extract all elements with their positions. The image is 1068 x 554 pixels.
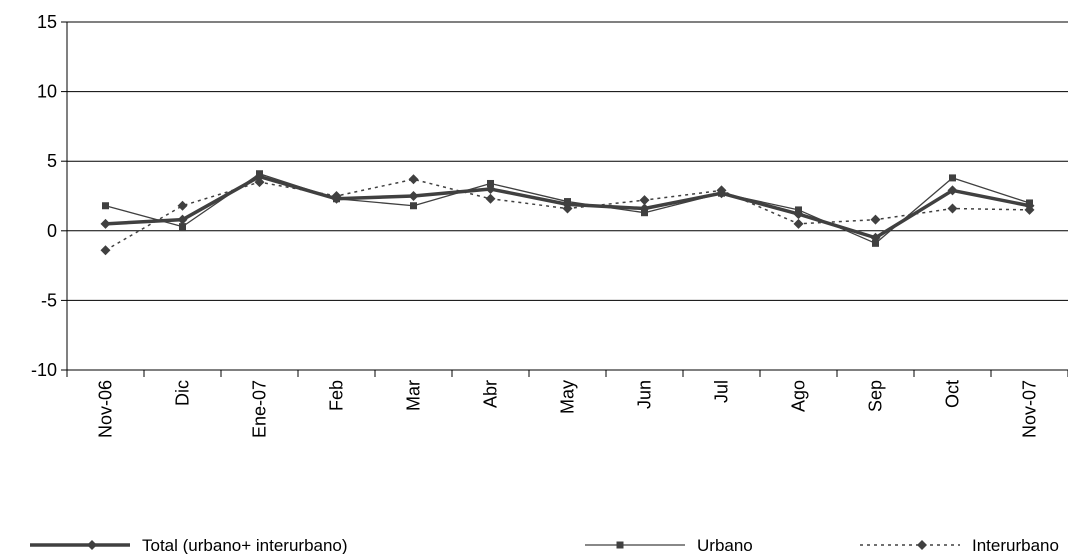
- x-axis-ticks: Nov-06 Dic Ene-07 Feb Mar Abr May Jun Jul Ago Sep O…: [66, 370, 1068, 438]
- x-tick-label: Oct: [943, 380, 963, 408]
- x-tick-label: Abr: [481, 380, 501, 408]
- data-point: [947, 185, 958, 196]
- x-tick-label: Jun: [635, 380, 655, 409]
- y-tick-label: 15: [37, 12, 57, 32]
- legend-item: Total (urbano+ interurbano): [30, 536, 348, 554]
- legend: Total (urbano+ interurbano) Urbano Interur…: [30, 536, 1059, 554]
- data-point: [100, 245, 111, 256]
- data-point: [793, 218, 804, 229]
- x-tick-label: Nov-06: [96, 380, 116, 438]
- data-point: [408, 174, 419, 185]
- data-point: [487, 179, 494, 187]
- y-tick-label: -5: [41, 290, 57, 310]
- data-point: [102, 202, 109, 210]
- data-point: [870, 214, 881, 225]
- gridlines: [67, 21, 1068, 371]
- x-tick-label: Jul: [712, 380, 732, 403]
- legend-item: Interurbano: [860, 536, 1059, 554]
- legend-label: Interurbano: [972, 536, 1059, 554]
- legend-label: Urbano: [697, 536, 753, 554]
- data-point: [562, 199, 573, 210]
- x-tick-label: Sep: [866, 380, 886, 412]
- x-tick-label: Mar: [404, 380, 424, 411]
- data-point: [485, 193, 496, 204]
- y-tick-label: 0: [47, 221, 57, 241]
- data-point: [639, 203, 650, 214]
- data-point: [793, 209, 804, 220]
- x-tick-label: Nov-07: [1020, 380, 1040, 438]
- x-tick-label: May: [558, 380, 578, 414]
- axes: [66, 22, 1068, 371]
- y-tick-label: 10: [37, 82, 57, 102]
- data-point: [100, 218, 111, 229]
- x-tick-label: Ene-07: [250, 380, 270, 438]
- y-tick-label: -10: [31, 360, 57, 380]
- data-point: [1024, 200, 1035, 211]
- data-point: [947, 203, 958, 214]
- data-point: [485, 184, 496, 195]
- data-point: [870, 232, 881, 243]
- x-tick-label: Ago: [789, 380, 809, 412]
- x-tick-label: Feb: [327, 380, 347, 411]
- data-point: [177, 200, 188, 211]
- legend-marker: [616, 541, 624, 549]
- data-point: [179, 223, 186, 231]
- legend-marker: [917, 540, 927, 550]
- legend-label: Total (urbano+ interurbano): [142, 536, 348, 554]
- data-point: [410, 202, 417, 210]
- legend-marker: [87, 540, 97, 550]
- data-point: [716, 188, 727, 199]
- series-lines: [100, 170, 1035, 256]
- data-point: [639, 195, 650, 206]
- data-point: [872, 239, 879, 247]
- data-point: [408, 191, 419, 201]
- y-axis-ticks: -10 -5 0 5 10 15: [31, 12, 67, 380]
- data-point: [177, 214, 188, 225]
- legend-item: Urbano: [585, 536, 753, 554]
- series-line: [105, 178, 1030, 251]
- series-total-urbano-interurbano: [100, 171, 1035, 243]
- x-tick-label: Dic: [173, 380, 193, 406]
- y-tick-label: 5: [47, 151, 57, 171]
- data-point: [254, 171, 265, 182]
- data-point: [331, 193, 342, 204]
- data-point: [949, 174, 956, 182]
